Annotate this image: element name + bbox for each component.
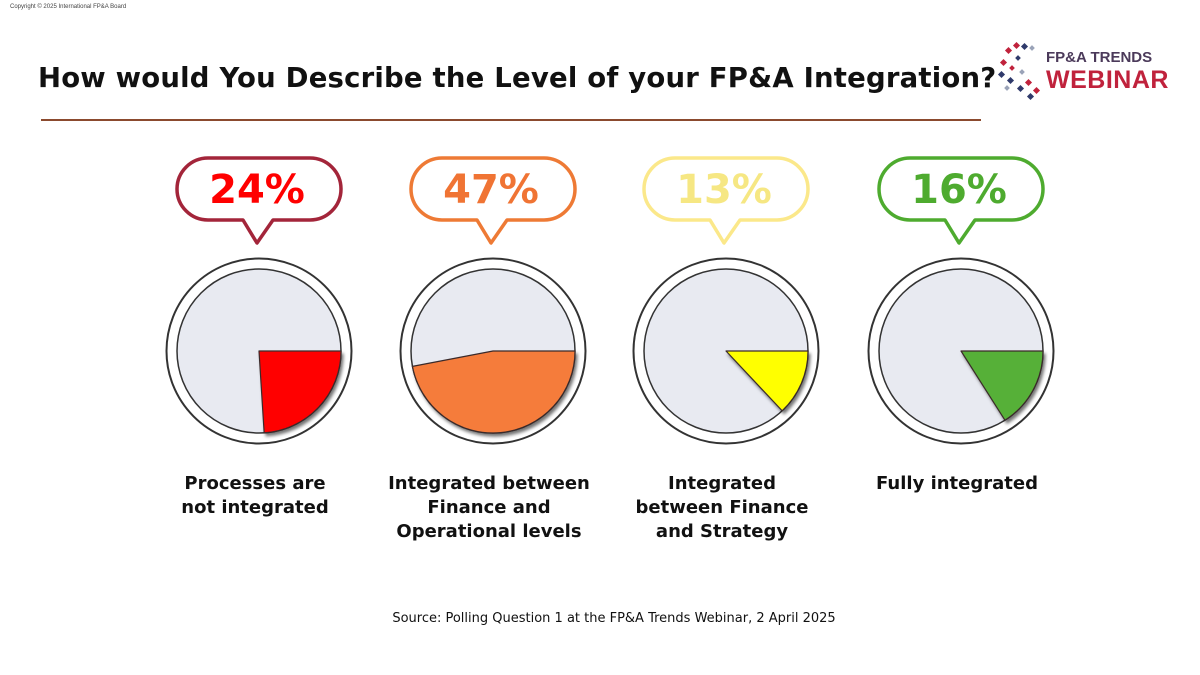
- value-bubble-3: [877, 156, 1045, 245]
- category-label-0: Processes are not integrated: [181, 473, 329, 518]
- value-bubble-2: [642, 156, 810, 245]
- data-label-3: 16%: [911, 167, 1007, 213]
- copyright-notice: Copyright © 2025 International FP&A Boar…: [10, 4, 127, 10]
- logo-mark-icon: [997, 41, 1041, 101]
- data-label-2: 13%: [676, 167, 772, 213]
- category-label-3: Fully integrated: [876, 473, 1038, 494]
- pie-slice-1: [411, 350, 576, 434]
- fpa-trends-webinar-logo: FP&A TRENDS WEBINAR: [996, 40, 1171, 102]
- logo-text-line1: FP&A TRENDS: [1046, 49, 1153, 66]
- logo-text-line2: WEBINAR: [1046, 66, 1169, 94]
- page-title: How would You Describe the Level of your…: [38, 62, 997, 94]
- pie-slice-0: [258, 350, 342, 434]
- title-divider: [41, 119, 981, 121]
- source-note: Source: Polling Question 1 at the FP&A T…: [392, 611, 836, 626]
- pie-slice-3: [960, 350, 1044, 421]
- category-label-2: Integrated between Finance and Strategy: [635, 473, 809, 542]
- data-label-0: 24%: [209, 167, 305, 213]
- value-bubble-0: [175, 156, 343, 245]
- category-label-1: Integrated between Finance and Operation…: [388, 473, 590, 542]
- pie-slice-2: [725, 350, 809, 412]
- data-label-1: 47%: [443, 167, 539, 213]
- value-bubble-1: [409, 156, 577, 245]
